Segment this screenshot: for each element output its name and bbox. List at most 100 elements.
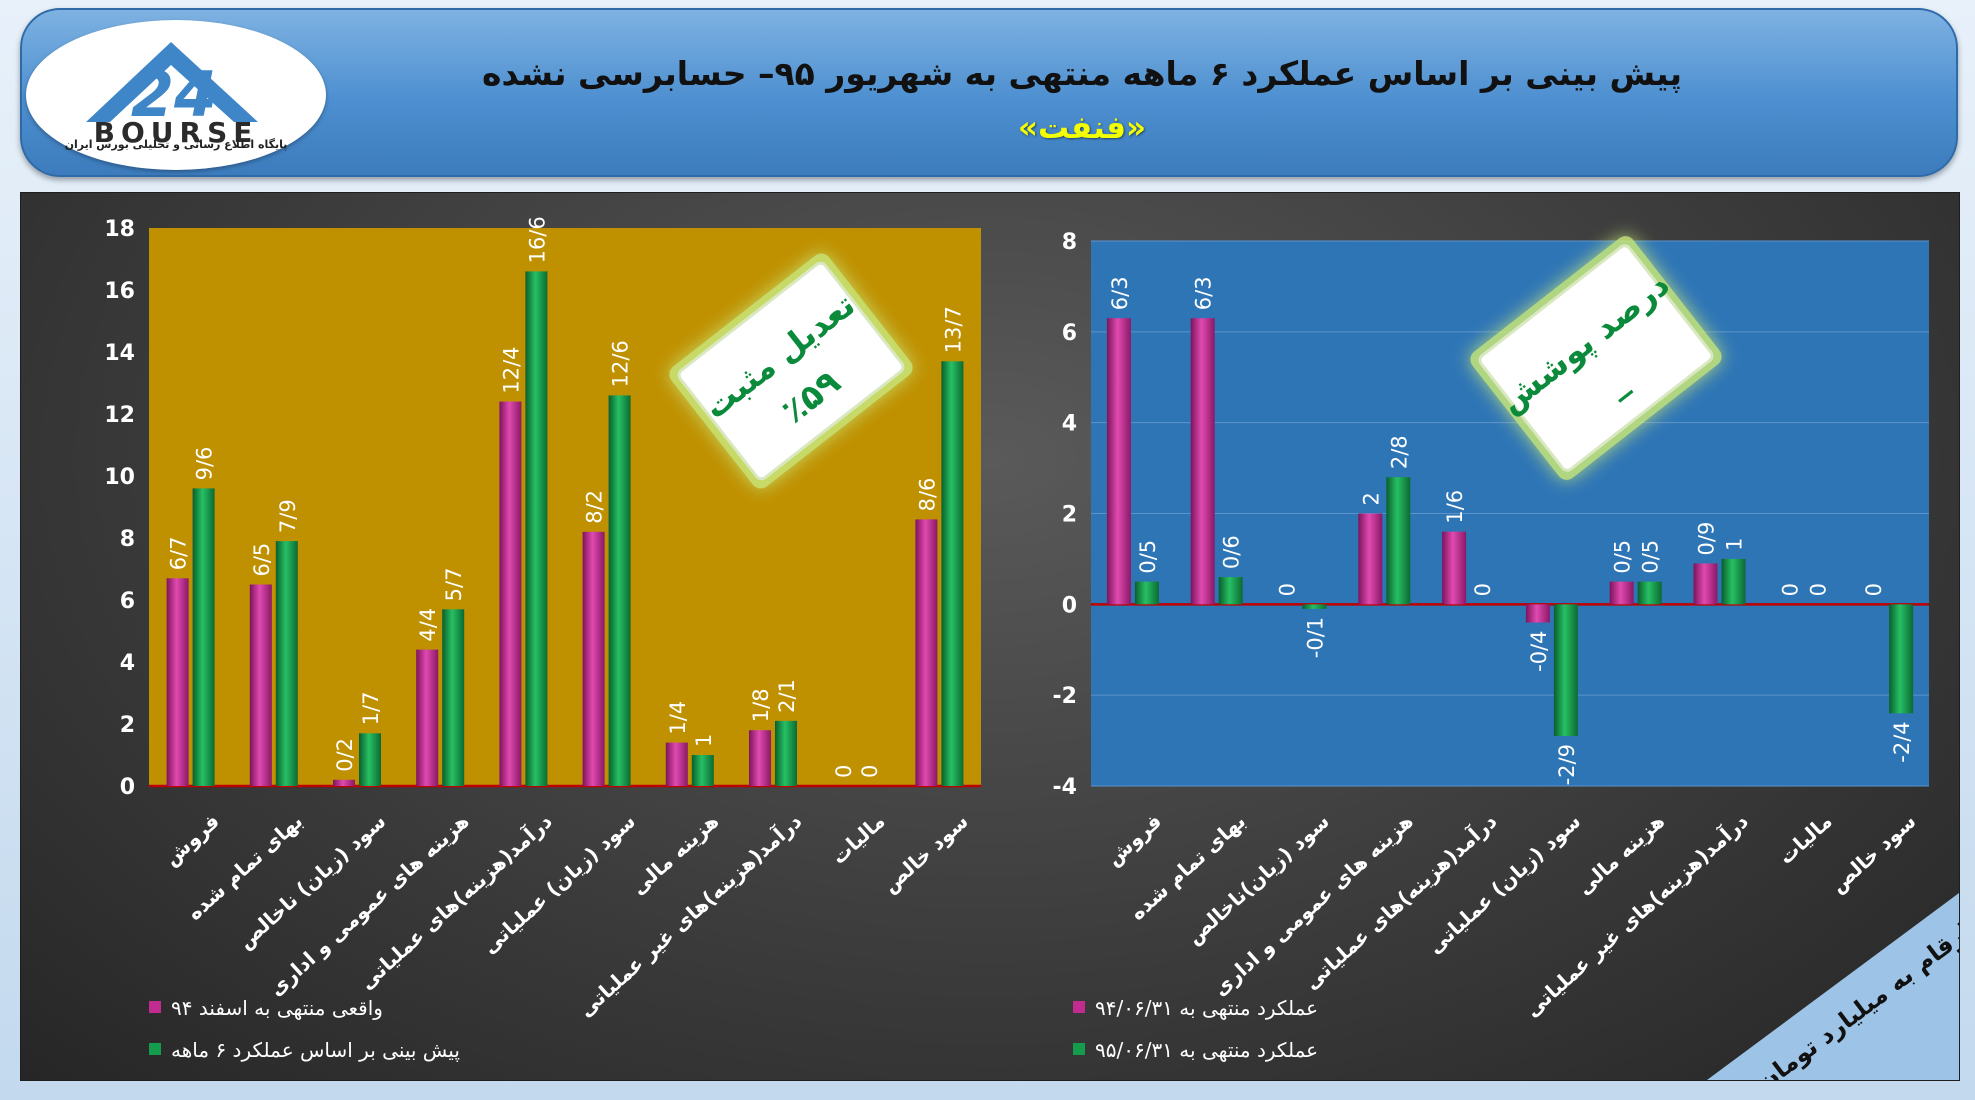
y-tick-label: 2 [120, 713, 135, 738]
value-label: 8/6 [915, 478, 939, 512]
legend-label: پیش بینی بر اساس عملکرد ۶ ماهه [171, 1038, 460, 1063]
bar-b [275, 541, 298, 786]
value-label: 0/6 [1220, 535, 1244, 569]
logo-subtitle: پایگاه اطلاع رسانی و تحلیلی بورس ایران [64, 138, 288, 151]
y-tick-label: 2 [1062, 503, 1077, 528]
value-label: 1/6 [1443, 490, 1467, 524]
legend-swatch [149, 1001, 161, 1013]
value-label: 0 [1778, 583, 1802, 596]
logo-name: BOURSE [94, 116, 259, 149]
bar-a [582, 531, 605, 786]
value-label: 8/2 [583, 490, 607, 524]
value-label: 1/8 [749, 688, 773, 722]
bar-b [1302, 604, 1327, 609]
value-label: 1/7 [359, 692, 383, 726]
bar-b [1553, 604, 1578, 737]
legend-swatch [149, 1043, 161, 1055]
value-label: 6/3 [1192, 276, 1216, 310]
logo: 24 BOURSE پایگاه اطلاع رسانی و تحلیلی بو… [26, 20, 326, 170]
category-label: سود (زیان) ناخالص [233, 809, 390, 954]
value-label: 0 [1276, 583, 1300, 596]
bar-a [1609, 581, 1634, 605]
bar-a [333, 779, 355, 786]
y-tick-label: 16 [104, 279, 135, 304]
value-label: 6/7 [167, 537, 191, 571]
bar-a [1190, 318, 1215, 605]
bar-b [775, 720, 797, 786]
value-label: -0/4 [1527, 631, 1551, 672]
unit-ribbon: ارقام به میلیارد تومان [1707, 893, 1975, 1096]
y-tick-label: 6 [120, 589, 135, 614]
value-label: 12/4 [499, 346, 523, 393]
bar-b [941, 361, 964, 786]
value-label: 1 [692, 734, 716, 747]
y-tick-label: 0 [120, 775, 135, 800]
bar-a [499, 401, 522, 786]
category-label: سود (زیان)ناخالص [1182, 809, 1334, 949]
bar-a [665, 742, 688, 786]
bar-a [416, 649, 439, 786]
value-label: -0/1 [1304, 617, 1328, 658]
value-label: 0 [858, 765, 882, 778]
y-tick-label: 14 [104, 341, 135, 366]
page-title: پیش بینی بر اساس عملکرد ۶ ماهه منتهی به … [482, 54, 1682, 93]
bar-b [192, 488, 215, 786]
bar-b [1218, 577, 1243, 605]
legend-label: عملکرد منتهی به ۹۵/۰۶/۳۱ [1095, 1038, 1318, 1062]
value-label: 0/5 [1136, 540, 1160, 574]
value-label: 1/4 [666, 701, 690, 735]
bar-a [1358, 513, 1383, 605]
bar-b [442, 609, 465, 786]
value-label: 1 [1723, 538, 1747, 551]
value-label: 2 [1359, 492, 1383, 505]
bar-a [1525, 604, 1550, 623]
bar-b [608, 395, 631, 786]
bar-a [915, 519, 938, 786]
value-label: 4/4 [416, 608, 440, 642]
value-label: 0 [1806, 583, 1830, 596]
y-tick-label: -4 [1053, 775, 1077, 800]
y-tick-label: 8 [120, 527, 135, 552]
value-label: 5/7 [442, 568, 466, 602]
y-tick-label: 12 [104, 403, 135, 428]
y-tick-label: 6 [1062, 321, 1077, 346]
value-label: 16/6 [525, 216, 549, 263]
y-tick-label: -2 [1053, 684, 1077, 709]
bar-a [1106, 318, 1131, 605]
legend-swatch [1073, 1043, 1085, 1055]
value-label: 0/5 [1611, 540, 1635, 574]
bar-b [1637, 581, 1662, 605]
category-label: سود (زیان) عملیاتی [478, 809, 640, 959]
legend-swatch [1073, 1001, 1085, 1013]
value-label: 0 [1471, 583, 1495, 596]
bar-a [749, 730, 771, 786]
bar-b [1721, 558, 1746, 605]
value-label: 13/7 [941, 306, 965, 353]
logo-mark: 24 BOURSE [86, 42, 259, 149]
y-tick-label: 4 [1062, 412, 1077, 437]
chart-panel: 0 2 4 6 8 10 12 14 16 18 6/7 6/5 0/2 4/4 12/4 8/2 1/4 1/… [20, 192, 1975, 1096]
bar-b [525, 271, 548, 786]
y-tick-label: 0 [1062, 593, 1077, 618]
bar-a [1442, 531, 1467, 605]
value-label: 6/5 [250, 543, 274, 577]
company-name: «فنفت» [1017, 110, 1147, 146]
y-tick-label: 4 [120, 651, 135, 676]
category-label: فروش [1101, 809, 1166, 871]
category-label: سود خالص [878, 809, 973, 898]
y-tick-label: 18 [104, 217, 135, 242]
y-tick-label: 10 [104, 465, 135, 490]
value-label: 0 [832, 765, 856, 778]
y-tick-label: 8 [1062, 230, 1077, 255]
logo-number: 24 [131, 58, 217, 131]
category-label: فروش [159, 809, 224, 871]
value-label: 0/5 [1639, 540, 1663, 574]
bar-b [1134, 581, 1159, 605]
value-label: 6/3 [1108, 276, 1132, 310]
legend-label: واقعی منتهی به اسفند ۹۴ [171, 996, 383, 1020]
bar-a [249, 584, 272, 786]
bar-a [166, 578, 189, 786]
